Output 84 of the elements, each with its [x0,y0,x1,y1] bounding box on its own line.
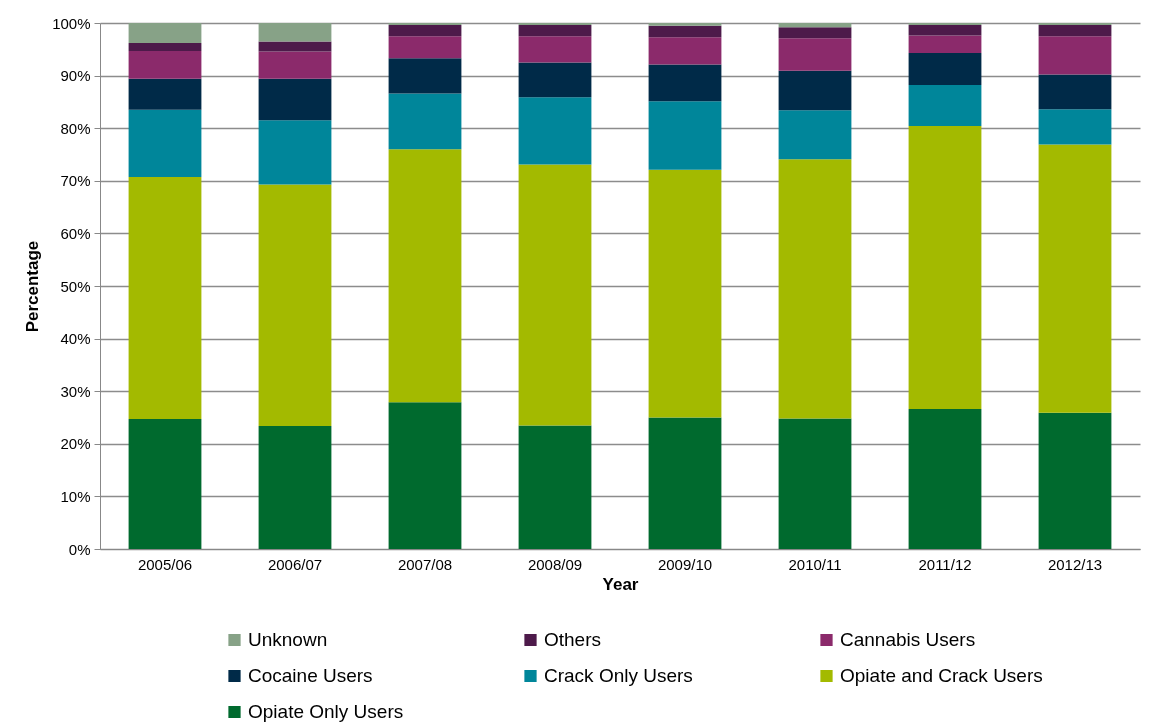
bar [778,27,852,39]
bar [778,418,852,549]
bar [1038,109,1112,145]
bar [518,25,592,37]
bar [128,23,202,43]
bar [258,184,332,426]
y-axis-title: Percentage [23,240,43,333]
bar [388,25,462,37]
bar [648,23,722,26]
bar [128,177,202,420]
bar [648,169,722,418]
legend-label: Others [544,629,602,650]
bar [128,419,202,549]
legend-label: Crack Only Users [544,665,693,686]
bar [1038,412,1112,549]
bar [518,36,592,63]
y-tick-label: 50% [60,277,91,295]
bar [388,93,462,150]
y-tick-label: 40% [60,330,91,348]
y-tick-label: 80% [60,119,91,137]
bar [908,35,982,53]
x-tick-label: 2010/11 [788,555,842,573]
bar [908,23,982,26]
bar [258,78,332,121]
bar [648,64,722,102]
bar [258,23,332,42]
y-tick-label: 60% [60,224,91,242]
bar [778,159,852,419]
bar [908,409,982,549]
bar [258,120,332,185]
bar [388,149,462,403]
bar [908,25,982,36]
bar [388,58,462,94]
bar [778,70,852,111]
y-tick-label: 0% [68,540,91,558]
bar [778,23,852,28]
bar [778,110,852,160]
bar [908,52,982,86]
bar [908,126,982,410]
x-tick-label: 2012/13 [1047,555,1103,573]
bar [518,97,592,165]
legend-label: Cocaine Users [248,665,373,686]
bar [128,50,202,79]
x-tick-label: 2007/08 [397,555,453,573]
y-tick-label: 30% [60,382,91,400]
legend-label: Cannabis Users [840,629,976,650]
bar [128,78,202,110]
bar [518,425,592,549]
bar [778,38,852,71]
bar [518,23,592,26]
x-axis-title: Year [602,574,639,594]
bar [518,62,592,98]
bar [1038,23,1112,26]
bar [518,164,592,426]
x-tick-label: 2006/07 [267,555,323,573]
bar [648,25,722,38]
bar [128,109,202,178]
bar [388,402,462,549]
y-tick-label: 100% [52,14,91,32]
legend-label: Opiate and Crack Users [840,665,1043,686]
x-tick-label: 2009/10 [657,555,713,573]
y-tick-label: 90% [60,67,91,85]
bar [648,417,722,549]
x-tick-label: 2005/06 [137,555,193,573]
bar [648,37,722,65]
bar [258,51,332,79]
legend-label: Opiate Only Users [248,701,404,722]
bar [1038,25,1112,37]
x-tick-label: 2011/12 [918,555,972,573]
bar [908,85,982,127]
y-tick-label: 20% [60,435,91,453]
bar [1038,144,1112,413]
bar [648,101,722,170]
bar [1038,74,1112,110]
bar [1038,36,1112,75]
bar [388,36,462,59]
bar [258,41,332,52]
x-tick-label: 2008/09 [527,555,583,573]
y-tick-label: 10% [60,487,91,505]
y-tick-label: 70% [60,172,91,190]
legend-label: Unknown [248,629,328,650]
bar [128,42,202,51]
bar [258,425,332,549]
bar [388,23,462,26]
